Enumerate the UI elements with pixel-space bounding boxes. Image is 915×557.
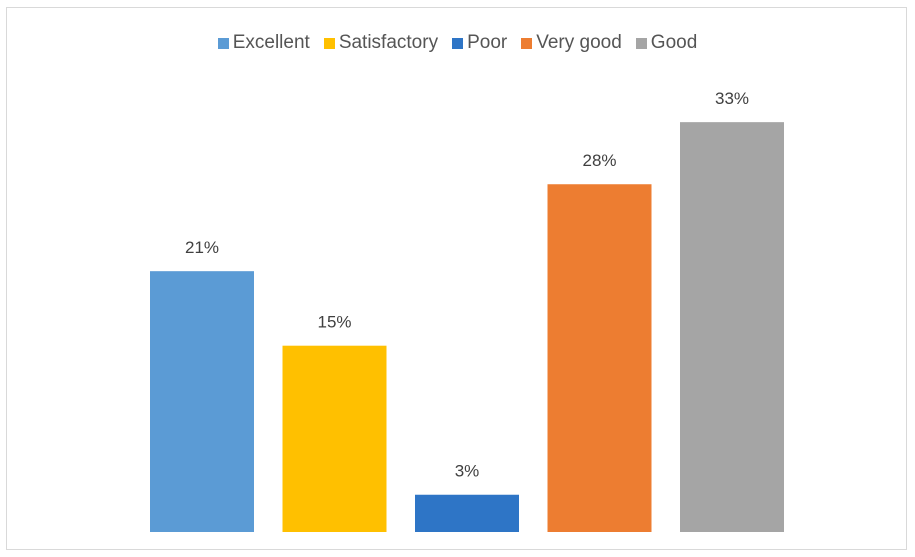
legend-label-excellent: Excellent (232, 32, 310, 53)
bar-very-good (547, 184, 652, 533)
legend-item-excellent: Excellent (217, 32, 310, 54)
data-label-very-good: 28% (582, 151, 616, 170)
legend-swatch-poor (452, 37, 464, 49)
legend-label-satisfactory: Satisfactory (338, 32, 439, 53)
chart-legend: Excellent Satisfactory Poor Very good Go… (0, 32, 915, 54)
legend-item-very-good: Very good (521, 32, 622, 54)
legend-swatch-good (635, 37, 647, 49)
legend-swatch-satisfactory (323, 37, 335, 49)
data-label-excellent: 21% (185, 238, 219, 257)
legend-item-good: Good (635, 32, 698, 54)
legend-label-good: Good (650, 32, 698, 53)
bar-good (680, 122, 784, 532)
legend-label-poor: Poor (467, 32, 508, 53)
data-label-satisfactory: 15% (317, 313, 351, 332)
bar-poor (415, 494, 519, 532)
data-label-good: 33% (715, 89, 749, 108)
legend-item-satisfactory: Satisfactory (323, 32, 439, 54)
legend-swatch-excellent (217, 37, 229, 49)
bar-excellent (150, 271, 254, 532)
legend-label-very-good: Very good (536, 32, 622, 53)
legend-swatch-very-good (521, 37, 533, 49)
bar-satisfactory (282, 345, 387, 532)
data-label-poor: 3% (455, 462, 480, 481)
legend-item-poor: Poor (452, 32, 507, 54)
